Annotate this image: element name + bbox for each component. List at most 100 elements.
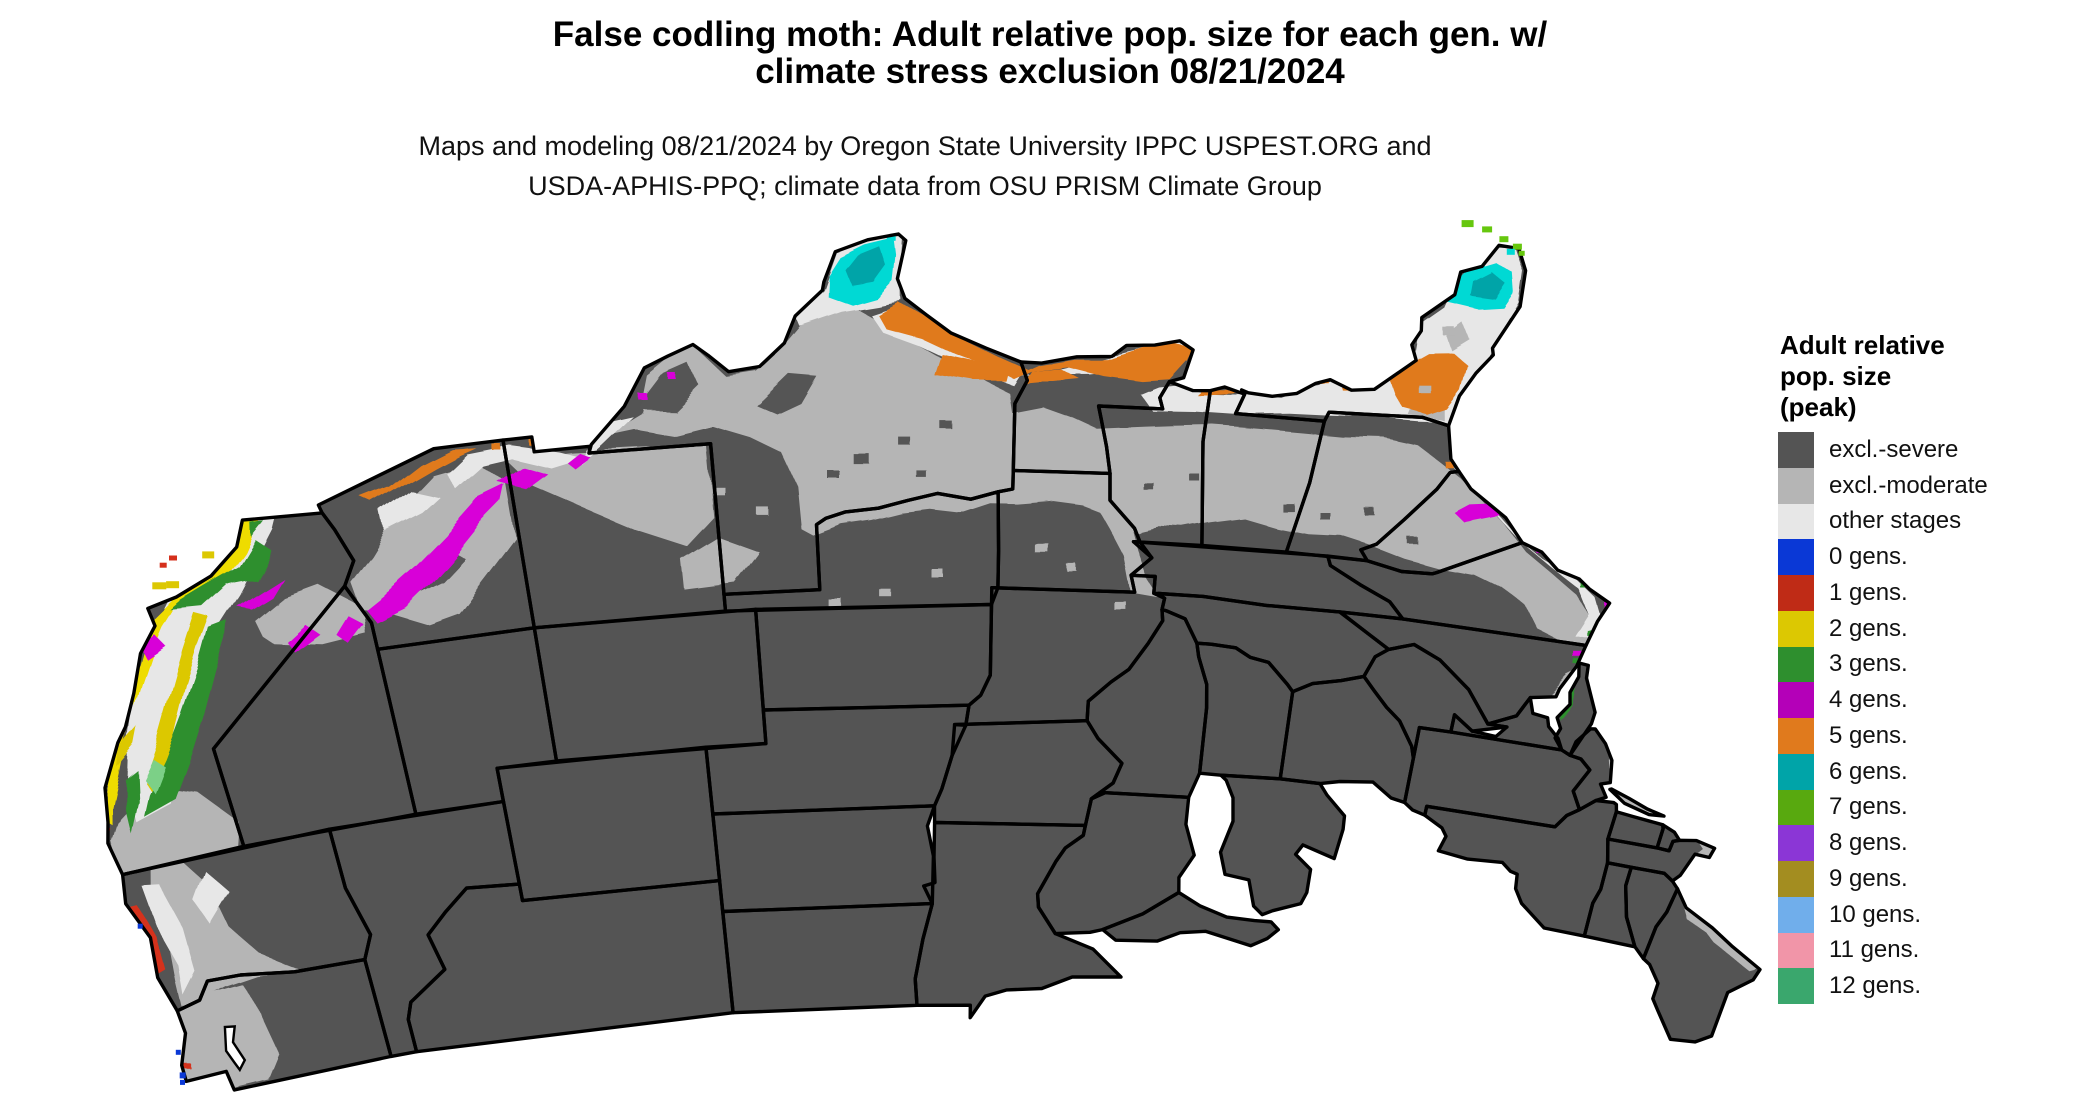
legend-swatch [1778,432,1814,468]
region-other [1448,462,1600,638]
region-g2 [144,613,210,791]
state-wy [497,747,720,901]
legend-swatch [1778,467,1814,504]
speckle-g0 [137,923,143,929]
state-nh [1625,867,1678,959]
region-g5 [1023,367,1080,384]
region-g4b [336,616,364,644]
legend-item: excl.-severe [1778,432,2088,468]
speckle-g7b [1512,243,1522,250]
speckle-moderate [1113,600,1126,609]
speckle-g6b [1506,248,1515,255]
state-ma [1607,839,1715,881]
region-g3 [144,621,228,817]
region-g5 [1020,342,1194,382]
speckle-g4b [1573,651,1583,658]
speckle-moderate [756,507,769,516]
state-border-nj [1568,727,1614,812]
speckle-severe [915,469,926,477]
speckle-g7b [1461,220,1474,228]
legend-item-label: 7 gens. [1829,793,1908,821]
speckle-severe [1279,501,1292,510]
legend-swatch [1778,932,1814,969]
legend-item: 2 gens. [1778,610,2088,647]
speckle-g1b [182,1061,190,1067]
region-moderate [504,447,714,547]
island-speckle-layer [137,220,1525,1085]
speckle-g7b [1482,226,1493,233]
speckle-g7b [1499,236,1509,243]
state-ky [1158,593,1389,692]
puget-sound [223,1025,247,1073]
legend-title: Adult relative pop. size (peak) [1780,330,2088,423]
map-title-line2: climate stress exclusion 08/21/2024 [755,52,1345,91]
speckle-moderate [881,591,894,599]
region-g4b [566,452,590,468]
legend-item-label: 0 gens. [1829,543,1908,571]
speckle-severe [852,452,869,463]
legend-swatch [1778,682,1814,718]
state-ny [1424,800,1617,937]
map-title-line1: False codling moth: Adult relative pop. … [552,15,1548,54]
state-sd [712,805,935,912]
legend-item-label: 5 gens. [1829,721,1908,749]
legend: Adult relative pop. size (peak) excl.-se… [1778,330,2088,1004]
legend-item-label: excl.-moderate [1829,471,1988,499]
region-moderate [1445,322,1469,350]
legend-item: 3 gens. [1778,646,2088,683]
speckle-g4b [639,395,649,401]
region-g2b [105,519,261,825]
speckle-g2 [202,551,215,559]
speckle-moderate [1417,384,1430,393]
region-g5 [876,301,1032,379]
state-tn [1131,541,1403,619]
region-other [381,490,440,532]
legend-item-label: 6 gens. [1829,757,1908,785]
us-map [103,220,1762,1092]
legend-item-label: 1 gens. [1829,578,1908,606]
legend-item-label: 4 gens. [1829,686,1908,714]
legend-swatch [1778,789,1814,826]
state-il [1087,609,1207,799]
region-g4b [364,485,506,623]
state-ne [705,705,969,814]
region-g6 [1469,270,1505,299]
legend-item: 10 gens. [1778,896,2088,933]
us-map-container [86,168,1786,1116]
speckle-g3 [1586,629,1595,636]
legend-item: 8 gens. [1778,825,2088,861]
legend-item: 5 gens. [1778,718,2088,754]
state-border-me [1641,887,1762,1044]
state-wi [1037,792,1195,934]
state-border-li [1608,787,1666,818]
state-ia [934,720,1122,826]
legend-item-label: 10 gens. [1829,900,1922,928]
speckle-severe [1190,474,1201,482]
speckle-severe [1142,481,1153,489]
region-g4b [139,634,165,658]
speckle-severe [938,419,951,428]
speckle-moderate [712,486,724,495]
legend-swatch [1778,503,1814,540]
state-md [1450,697,1562,750]
state-nv [213,586,416,847]
state-mt [408,880,734,1052]
legend-item-label: 9 gens. [1829,864,1908,892]
state-ct [1607,811,1664,848]
speckle-g1b [115,716,124,723]
legend-item: 1 gens. [1778,575,2088,611]
legend-swatch [1778,968,1814,1004]
region-g5 [361,446,475,504]
speckle-g2 [152,582,167,590]
region-g4b [236,576,282,609]
state-mn [915,822,1121,1018]
region-moderate [253,583,366,645]
state-border-wi [1035,791,1196,936]
legend-item: 6 gens. [1778,753,2088,790]
legend-item: excl.-moderate [1778,467,2088,504]
region-severe [755,372,816,414]
region-g6 [845,245,885,285]
state-mo [954,575,1165,726]
legend-item: 9 gens. [1778,861,2088,897]
legend-title-line3: (peak) [1780,392,1857,422]
